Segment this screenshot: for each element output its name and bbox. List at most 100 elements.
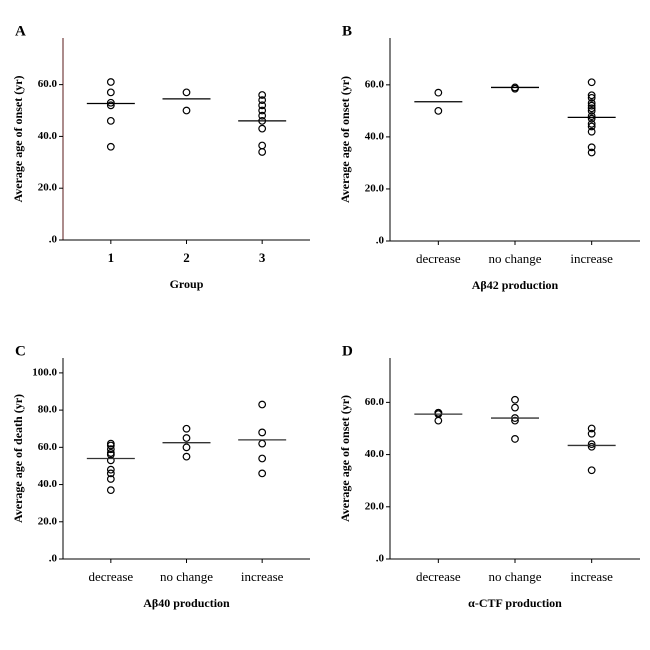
panel-label: D xyxy=(342,343,353,359)
data-point xyxy=(511,435,519,443)
data-point xyxy=(587,99,596,107)
data-point xyxy=(511,403,519,412)
y-tick-label: 60.0 xyxy=(365,396,385,408)
x-tick-label: no change xyxy=(488,251,541,266)
data-point xyxy=(106,469,115,478)
data-point xyxy=(106,456,115,465)
data-point xyxy=(258,469,267,478)
x-tick-label: decrease xyxy=(416,569,461,584)
x-tick-label: no change xyxy=(160,569,213,584)
data-point xyxy=(258,400,267,409)
data-point xyxy=(106,116,115,125)
data-point xyxy=(587,127,596,136)
data-point xyxy=(182,443,191,452)
data-point xyxy=(258,428,267,437)
data-point xyxy=(511,395,519,404)
data-point xyxy=(258,141,267,150)
x-tick-label: no change xyxy=(488,569,541,584)
panel-label: B xyxy=(342,23,352,39)
data-point xyxy=(434,106,443,115)
data-point xyxy=(258,454,267,463)
data-point xyxy=(182,424,191,433)
data-point xyxy=(106,101,115,110)
data-point xyxy=(258,439,267,448)
y-tick-label: 40.0 xyxy=(38,478,58,490)
panel-label: A xyxy=(15,23,26,39)
data-point xyxy=(182,434,191,442)
data-point xyxy=(182,106,191,115)
y-tick-label: 20.0 xyxy=(38,182,58,194)
data-point xyxy=(587,112,596,120)
y-tick-label: .0 xyxy=(376,553,385,565)
y-tick-label: 60.0 xyxy=(38,78,58,90)
data-point xyxy=(258,106,267,115)
data-point xyxy=(587,106,596,115)
data-point xyxy=(258,91,267,99)
data-point xyxy=(106,445,115,454)
data-point xyxy=(258,148,267,156)
data-point xyxy=(258,101,267,110)
y-tick-label: 40.0 xyxy=(365,448,385,460)
y-tick-label: 20.0 xyxy=(365,500,385,512)
x-tick-label: decrease xyxy=(416,251,461,266)
data-point xyxy=(182,452,191,461)
data-point xyxy=(587,143,596,152)
y-tick-label: 100.0 xyxy=(32,366,57,378)
x-tick-label: increase xyxy=(241,569,284,584)
data-point xyxy=(258,96,267,105)
y-tick-label: .0 xyxy=(49,553,58,565)
data-point xyxy=(587,442,596,451)
data-point xyxy=(587,104,596,113)
data-point xyxy=(587,114,596,123)
x-axis-label: α-CTF production xyxy=(468,596,562,610)
data-point xyxy=(106,441,115,450)
data-point xyxy=(511,84,519,93)
data-point xyxy=(587,119,596,128)
y-tick-label: 40.0 xyxy=(38,130,58,142)
data-point xyxy=(587,440,596,449)
y-tick-label: 40.0 xyxy=(365,130,385,142)
x-tick-label: 3 xyxy=(259,250,266,265)
x-tick-label: 2 xyxy=(183,250,190,265)
data-point xyxy=(106,98,115,107)
x-tick-label: decrease xyxy=(88,569,133,584)
data-point xyxy=(258,111,267,120)
data-point xyxy=(587,78,596,87)
data-point xyxy=(587,424,596,433)
x-tick-label: 1 xyxy=(108,250,115,265)
data-point xyxy=(106,486,115,495)
y-tick-label: .0 xyxy=(376,235,385,247)
x-axis-label: Group xyxy=(170,277,204,291)
data-point xyxy=(106,465,115,474)
data-point xyxy=(587,429,596,438)
x-axis-label: Aβ40 production xyxy=(143,596,230,610)
data-point xyxy=(587,93,596,102)
x-tick-label: increase xyxy=(570,569,613,584)
data-point xyxy=(182,88,191,97)
y-axis-label: Average age of death (yr) xyxy=(11,394,25,523)
y-tick-label: 20.0 xyxy=(38,515,58,527)
y-tick-label: 80.0 xyxy=(38,404,58,416)
y-tick-label: .0 xyxy=(49,234,58,246)
data-point xyxy=(434,416,443,425)
x-tick-label: increase xyxy=(570,251,613,266)
y-axis-label: Average age of onset (yr) xyxy=(338,76,352,203)
y-axis-label: Average age of onset (yr) xyxy=(338,395,352,522)
y-tick-label: 60.0 xyxy=(365,78,385,90)
data-point xyxy=(106,88,115,97)
y-tick-label: 20.0 xyxy=(365,182,385,194)
data-point xyxy=(258,124,267,133)
data-point xyxy=(106,475,115,483)
x-axis-label: Aβ42 production xyxy=(472,278,559,292)
y-axis-label: Average age of onset (yr) xyxy=(11,75,25,202)
data-point xyxy=(587,148,596,157)
data-point xyxy=(587,101,596,110)
y-tick-label: 60.0 xyxy=(38,441,58,453)
data-point xyxy=(587,91,596,100)
data-point xyxy=(587,466,596,475)
panel-label: C xyxy=(15,343,26,359)
data-point xyxy=(106,78,115,86)
data-point xyxy=(434,88,443,97)
data-point xyxy=(511,416,519,425)
